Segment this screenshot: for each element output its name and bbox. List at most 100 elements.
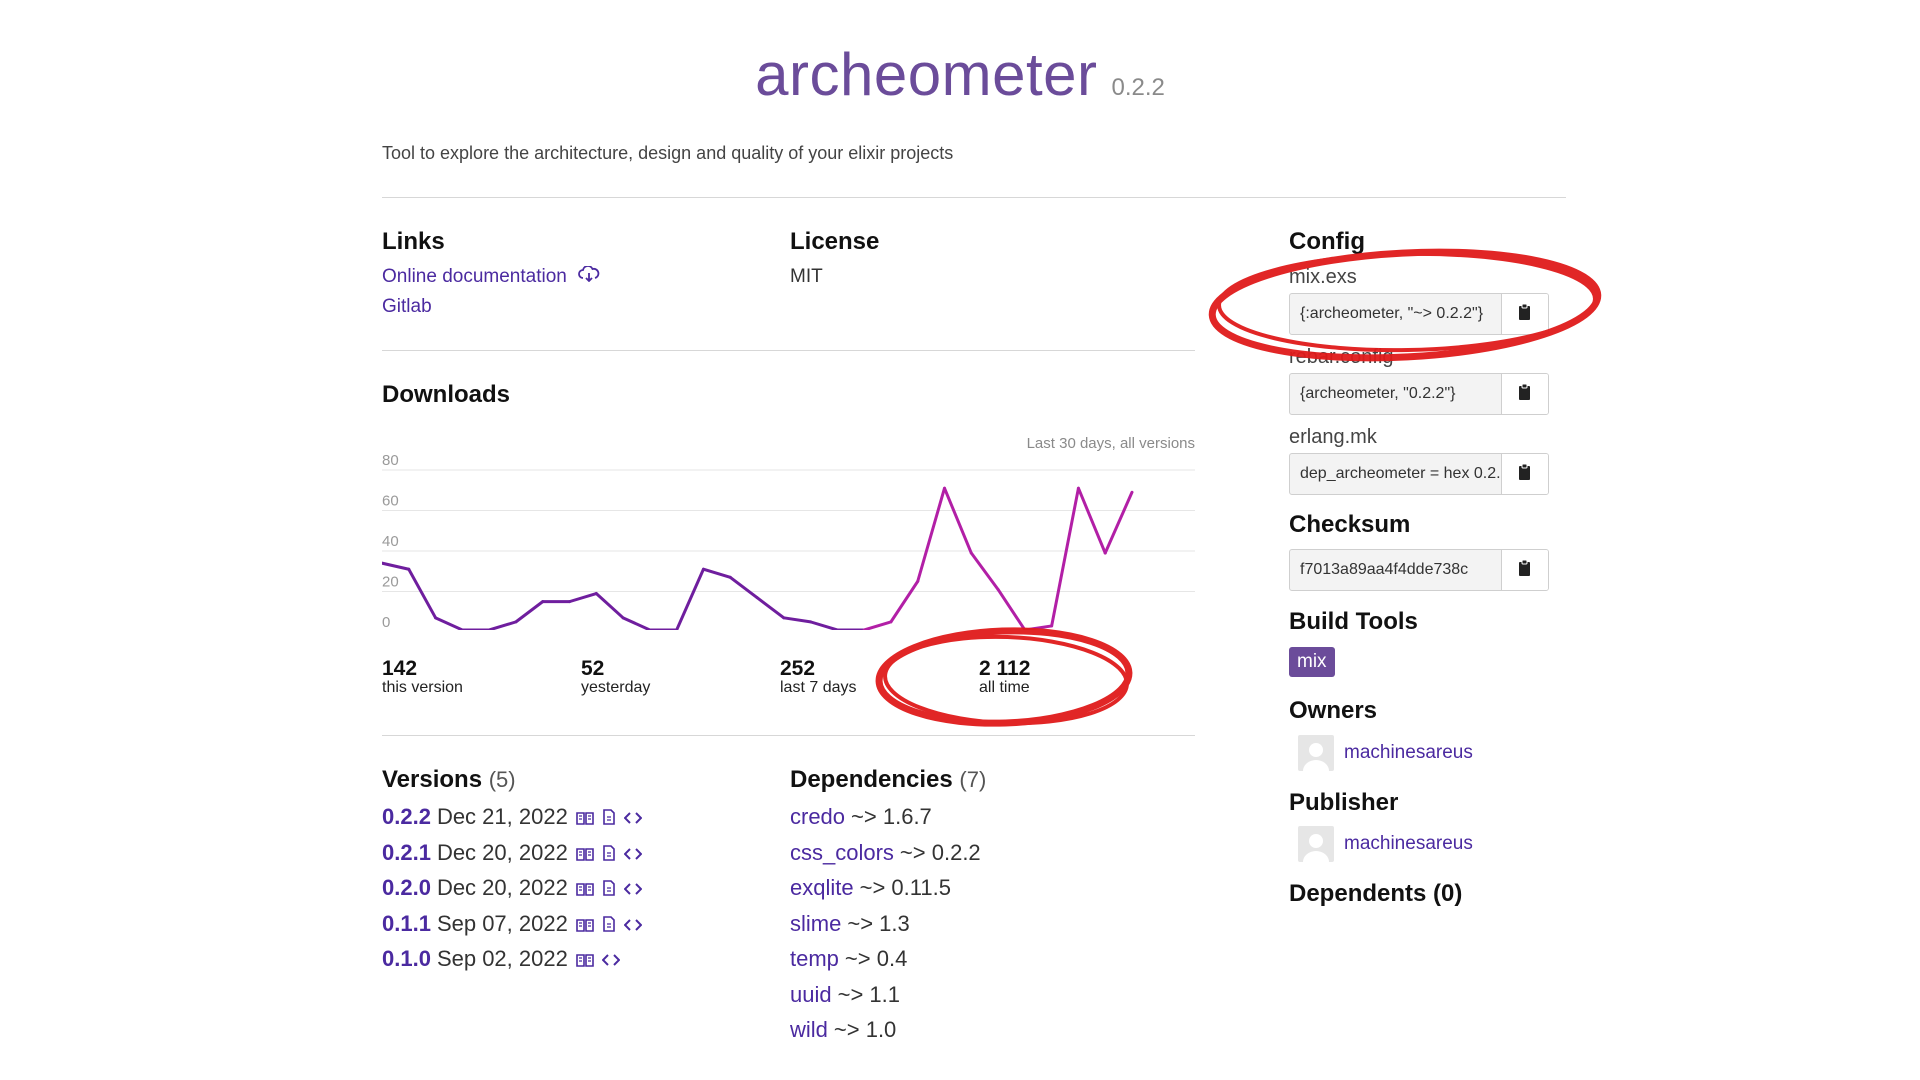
docs-book-icon[interactable] (576, 841, 594, 867)
docs-book-icon[interactable] (576, 876, 594, 902)
chart-line-segment (434, 616, 464, 630)
document-file-icon[interactable] (602, 912, 616, 938)
chart-line-segment (407, 567, 438, 620)
link-online-documentation-label[interactable]: Online documentation (382, 266, 567, 287)
publisher-heading: Publisher (1289, 789, 1399, 816)
dependency-link[interactable]: wild (790, 1017, 828, 1042)
publisher-entry[interactable]: machinesareus (1298, 826, 1473, 862)
cloud-download-icon (578, 265, 600, 288)
y-tick-label: 80 (382, 452, 399, 469)
link-online-documentation[interactable]: Online documentation (382, 265, 600, 288)
version-link[interactable]: 0.1.0 (382, 946, 431, 971)
avatar (1298, 826, 1334, 862)
dependency-link[interactable]: uuid (790, 981, 832, 1007)
link-gitlab[interactable]: Gitlab (382, 296, 600, 318)
stat-value: 52 (581, 657, 605, 680)
chart-line-segment (382, 561, 411, 571)
version-date: Dec 20, 2022 (436, 839, 568, 865)
copy-checksum-button[interactable] (1502, 550, 1548, 590)
stat-all-time: 2 112 all time (979, 657, 1030, 697)
link-gitlab-label[interactable]: Gitlab (382, 296, 432, 317)
owner-username[interactable]: machinesareus (1344, 742, 1473, 763)
config-rebar-value[interactable]: {archeometer, "0.2.2"} (1290, 374, 1502, 414)
versions-heading-label: Versions (382, 766, 483, 793)
avatar (1298, 735, 1334, 771)
document-file-icon[interactable] (602, 841, 616, 867)
checksum-value[interactable]: f7013a89aa4f4dde738c (1290, 550, 1502, 590)
version-link[interactable]: 0.1.1 (382, 910, 431, 936)
chart-note: Last 30 days, all versions (1026, 435, 1195, 452)
version-row: 0.2.2 Dec 21, 2022 (382, 804, 643, 831)
dependency-link[interactable]: credo (790, 804, 846, 829)
dependency-link[interactable]: temp (790, 946, 839, 971)
copy-erlang-button[interactable] (1502, 454, 1548, 494)
config-mix-field[interactable]: {:archeometer, "~> 0.2.2"} (1289, 293, 1549, 335)
dependency-row: wild ~> 1.0 (790, 1017, 896, 1043)
version-date: Dec 20, 2022 (436, 875, 568, 900)
publisher-username[interactable]: machinesareus (1344, 833, 1473, 854)
docs-book-icon[interactable] (576, 805, 594, 831)
stat-value: 2 112 (979, 657, 1031, 680)
chart-line-segment (996, 587, 1027, 630)
version-row: 0.2.1 Dec 20, 2022 (382, 839, 643, 867)
chart-lines (382, 486, 1134, 630)
copy-rebar-button[interactable] (1502, 374, 1548, 414)
chart-line-segment (916, 486, 946, 583)
config-erlang-value[interactable]: dep_archeometer = hex 0.2.2 (1290, 454, 1502, 494)
version-link[interactable]: 0.2.2 (382, 804, 431, 829)
chart-line-segment (782, 616, 813, 624)
document-file-icon[interactable] (602, 805, 616, 831)
dependency-link[interactable]: exqlite (790, 875, 854, 900)
code-icon[interactable] (623, 841, 643, 867)
version-link[interactable]: 0.2.1 (382, 839, 431, 865)
build-tools-heading: Build Tools (1289, 608, 1418, 635)
stat-yesterday: 52 yesterday (581, 657, 650, 697)
links-heading: Links (382, 228, 445, 255)
chart-line-segment (701, 567, 732, 579)
package-title: archeometer 0.2.2 (0, 40, 1920, 109)
code-icon[interactable] (623, 805, 643, 831)
stat-label: yesterday (581, 679, 651, 696)
docs-book-icon[interactable] (576, 912, 594, 938)
stat-value: 252 (780, 657, 816, 680)
annotation-circle-config-2 (1217, 251, 1597, 353)
copy-mix-button[interactable] (1502, 294, 1548, 334)
chart-line-segment (1050, 486, 1080, 628)
config-label-mix: mix.exs (1289, 266, 1357, 288)
dependencies-count: (7) (959, 767, 987, 792)
config-mix-value[interactable]: {:archeometer, "~> 0.2.2"} (1290, 294, 1502, 334)
clipboard-icon (1517, 559, 1533, 582)
dependency-requirement: ~> 1.6.7 (851, 804, 932, 829)
chart-line-segment (862, 620, 893, 630)
config-label-erlang: erlang.mk (1289, 426, 1377, 448)
dependency-requirement: ~> 0.4 (844, 946, 908, 971)
header-divider (382, 197, 1566, 198)
dependency-link[interactable]: slime (790, 910, 842, 936)
checksum-heading: Checksum (1289, 511, 1411, 538)
document-file-icon[interactable] (602, 876, 616, 902)
clipboard-icon (1517, 383, 1533, 406)
chart-line-segment (514, 600, 545, 624)
dependency-requirement: ~> 1.0 (833, 1017, 897, 1042)
version-row: 0.2.0 Dec 20, 2022 (382, 875, 643, 902)
checksum-field[interactable]: f7013a89aa4f4dde738c (1289, 549, 1549, 591)
dependency-requirement: ~> 0.11.5 (859, 875, 951, 900)
build-tool-badge-mix: mix (1289, 647, 1335, 677)
code-icon[interactable] (623, 876, 643, 902)
chart-line-segment (755, 596, 786, 620)
chart-line-segment (1103, 490, 1134, 555)
version-link[interactable]: 0.2.0 (382, 875, 431, 900)
code-icon[interactable] (601, 947, 621, 973)
config-rebar-field[interactable]: {archeometer, "0.2.2"} (1289, 373, 1549, 415)
downloads-chart: 80 60 40 20 0 (382, 452, 1195, 630)
chart-y-labels: 80 60 40 20 0 (382, 452, 399, 630)
dependency-row: css_colors ~> 0.2.2 (790, 840, 981, 866)
code-icon[interactable] (623, 912, 643, 938)
dependency-row: credo ~> 1.6.7 (790, 804, 932, 830)
config-erlang-field[interactable]: dep_archeometer = hex 0.2.2 (1289, 453, 1549, 495)
docs-book-icon[interactable] (576, 947, 594, 973)
owner-entry[interactable]: machinesareus (1298, 735, 1473, 771)
dependency-link[interactable]: css_colors (790, 839, 894, 865)
stat-last-7-days: 252 last 7 days (780, 657, 856, 697)
y-tick-label: 60 (382, 493, 399, 510)
